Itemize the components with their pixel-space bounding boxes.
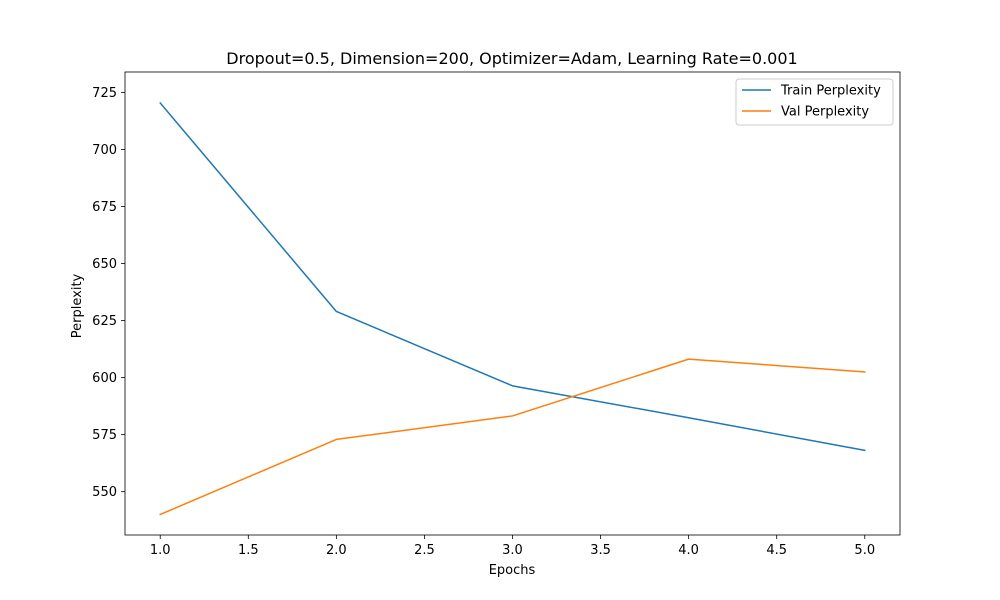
y-tick-label: 675: [92, 200, 117, 215]
plot-area: 1.0 1.5 2.0 2.5 3.0 3.5 4.0 4.5 5.0 550 575 600 625 6…: [92, 71, 901, 558]
x-axis-label: Epochs: [489, 563, 536, 578]
y-tick-label: 575: [92, 428, 117, 443]
y-tick-label: 650: [92, 257, 117, 272]
x-tick-label: 1.0: [150, 543, 171, 558]
x-tick-label: 3.0: [502, 543, 523, 558]
y-tick-label: 550: [92, 485, 117, 500]
legend: Train Perplexity Val Perplexity: [735, 78, 894, 126]
y-tick-label: 600: [92, 371, 117, 386]
chart-title: Dropout=0.5, Dimension=200, Optimizer=Ad…: [226, 49, 797, 68]
legend-label-0: Train Perplexity: [780, 84, 881, 99]
y-tick-label: 625: [92, 314, 117, 329]
x-tick-label: 2.5: [414, 543, 435, 558]
x-tick-label: 4.0: [678, 543, 699, 558]
x-tick-label: 4.5: [766, 543, 787, 558]
x-tick-label: 1.5: [238, 543, 259, 558]
y-tick-label: 700: [92, 143, 117, 158]
x-tick-label: 2.0: [326, 543, 347, 558]
legend-label-1: Val Perplexity: [781, 105, 869, 120]
x-tick-label: 3.5: [590, 543, 611, 558]
series-line-0: [159, 101, 866, 452]
legend-box: [735, 78, 894, 126]
axes-frame: [124, 71, 901, 536]
series-line-1: [159, 358, 866, 516]
x-tick-label: 5.0: [854, 543, 875, 558]
y-axis-label: Perplexity: [70, 273, 85, 338]
y-tick-label: 725: [92, 86, 117, 101]
